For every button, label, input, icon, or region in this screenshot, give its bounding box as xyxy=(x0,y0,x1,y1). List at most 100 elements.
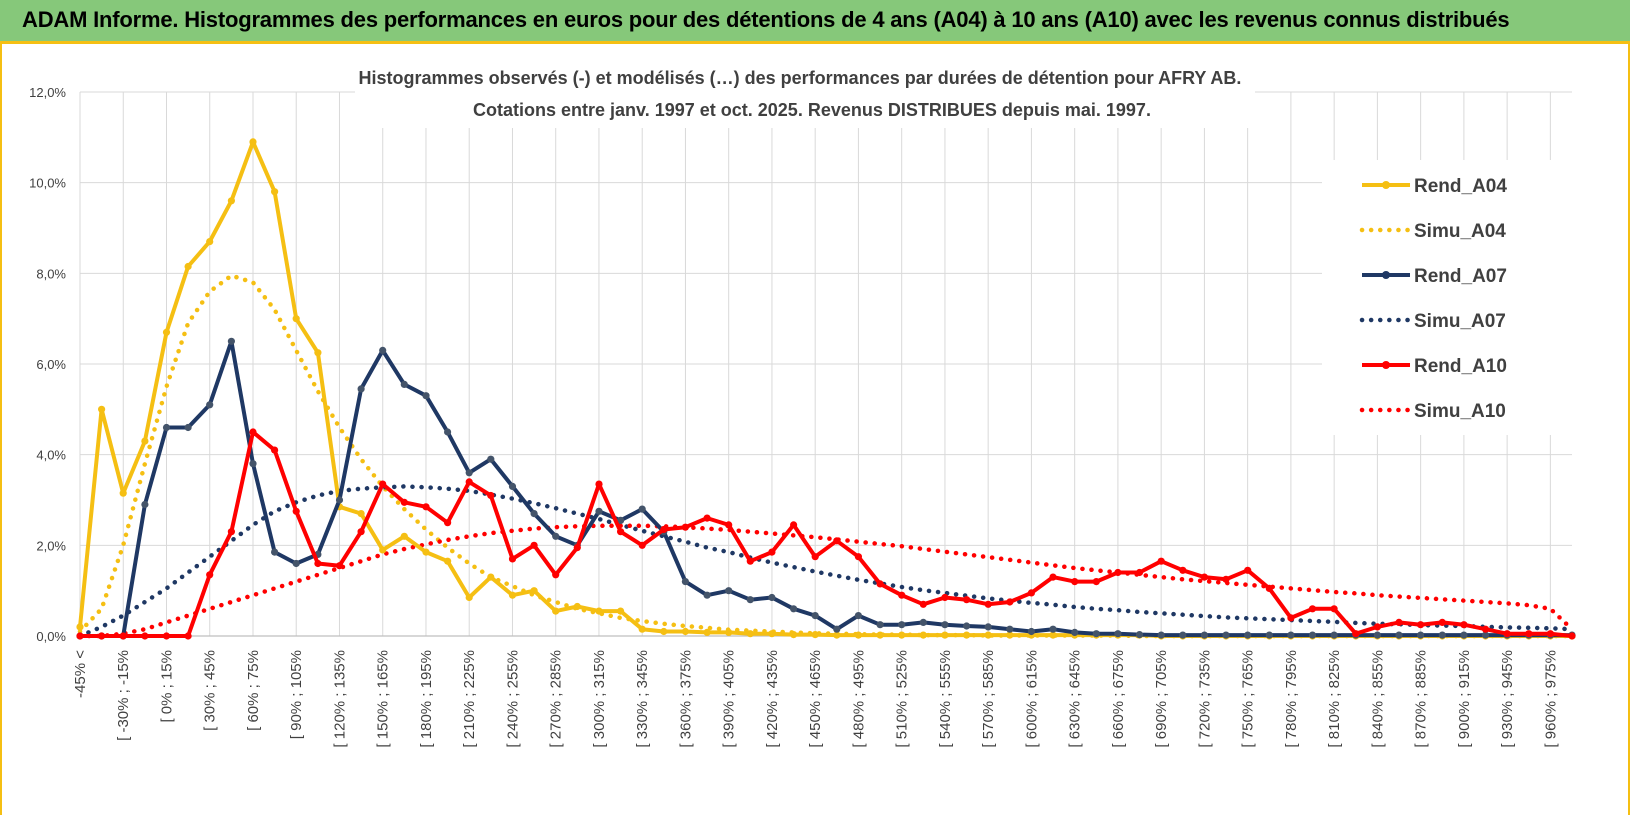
point-rend-a10 xyxy=(790,521,798,529)
point-rend-a07 xyxy=(1265,631,1273,639)
x-tick-label: [ 720% ; 735% xyxy=(1196,650,1213,748)
point-rend-a04 xyxy=(119,489,127,497)
point-rend-a04 xyxy=(184,262,192,271)
y-tick-label: 8,0% xyxy=(36,266,66,281)
point-rend-a07 xyxy=(335,496,344,504)
point-rend-a07 xyxy=(963,622,971,630)
point-rend-a07 xyxy=(854,612,863,620)
legend: Rend_A04 Simu_A04 Rend_A07 Simu_A07 Rend_A10… xyxy=(1359,176,1507,422)
point-rend-a07 xyxy=(595,507,603,515)
point-rend-a07 xyxy=(530,509,538,518)
point-rend-a10 xyxy=(1244,566,1252,574)
point-rend-a04 xyxy=(811,631,819,639)
point-rend-a04 xyxy=(1006,631,1014,639)
x-tick-label: [ 660% ; 675% xyxy=(1110,650,1127,748)
point-rend-a07 xyxy=(876,621,884,629)
series-simu-a10 xyxy=(77,523,1575,639)
x-axis: -45% < [ -30% ; -15% [ 0% ; 15% [ 30% ; 45%… xyxy=(72,650,1559,748)
x-tick-label: [ 570% ; 585% xyxy=(980,650,997,748)
point-rend-a10 xyxy=(898,591,906,599)
point-rend-a10 xyxy=(595,480,603,488)
x-tick-label: [ 0% ; 15% xyxy=(158,650,175,723)
point-rend-a07 xyxy=(162,423,171,432)
point-rend-a10 xyxy=(1222,575,1230,583)
point-rend-a10 xyxy=(98,632,106,640)
point-rend-a07 xyxy=(941,621,949,629)
page-title: ADAM Informe. Histogrammes des performan… xyxy=(22,7,1510,32)
point-rend-a10 xyxy=(1157,557,1165,565)
y-tick-label: 4,0% xyxy=(36,448,66,463)
point-rend-a10 xyxy=(487,491,495,500)
x-tick-label: [ 510% ; 525% xyxy=(894,650,911,748)
legend-label-simu-a04: Simu_A04 xyxy=(1414,221,1506,242)
point-rend-a04 xyxy=(271,188,279,196)
point-rend-a10 xyxy=(314,559,322,568)
point-rend-a07 xyxy=(141,500,149,509)
point-rend-a10 xyxy=(660,525,668,534)
point-rend-a04 xyxy=(422,548,430,556)
point-rend-a07 xyxy=(487,455,495,463)
point-rend-a04 xyxy=(379,546,387,554)
x-tick-label: [ 870% ; 885% xyxy=(1413,650,1430,748)
point-rend-a10 xyxy=(1395,618,1403,627)
x-tick-label: [ 840% ; 855% xyxy=(1369,650,1386,748)
y-tick-label: 0,0% xyxy=(36,629,66,644)
series-rend-a10 xyxy=(80,430,1573,638)
point-rend-a04 xyxy=(76,623,84,631)
x-tick-label: [ 810% ; 825% xyxy=(1326,650,1343,748)
point-rend-a07 xyxy=(1114,630,1122,638)
x-tick-label: [ 480% ; 495% xyxy=(850,650,867,748)
x-tick-label: [ 960% ; 975% xyxy=(1542,650,1559,748)
x-tick-label: [ 240% ; 255% xyxy=(504,650,521,748)
point-rend-a10 xyxy=(1568,632,1576,640)
plot-area xyxy=(76,138,1576,640)
point-rend-a07 xyxy=(508,482,517,490)
legend-label-rend-a10: Rend_A10 xyxy=(1414,356,1507,377)
x-tick-label: [ 600% ; 615% xyxy=(1023,650,1040,748)
point-rend-a04 xyxy=(465,593,473,602)
point-rend-a10 xyxy=(508,555,517,563)
point-rend-a04 xyxy=(292,315,300,323)
chart-subtitle: Cotations entre janv. 1997 et oct. 2025.… xyxy=(473,100,1151,120)
point-rend-a07 xyxy=(1287,631,1295,639)
legend-label-simu-a07: Simu_A07 xyxy=(1414,311,1506,332)
point-rend-a10 xyxy=(1481,625,1490,633)
point-rend-a07 xyxy=(1438,631,1446,639)
point-rend-a04 xyxy=(768,630,776,638)
point-rend-a10 xyxy=(530,541,538,549)
legend-label-rend-a04: Rend_A04 xyxy=(1414,176,1507,197)
title-background xyxy=(355,62,1255,128)
point-rend-a10 xyxy=(1330,605,1338,613)
point-rend-a10 xyxy=(1373,623,1381,631)
point-rend-a10 xyxy=(941,593,949,602)
series-rend-a07 xyxy=(80,339,1572,638)
point-rend-a04 xyxy=(227,197,235,205)
point-rend-a10 xyxy=(746,557,754,565)
point-rend-a10 xyxy=(725,521,733,529)
point-rend-a07 xyxy=(1330,631,1338,639)
point-rend-a10 xyxy=(184,632,192,640)
legend-marker-rend-a04 xyxy=(1382,181,1390,189)
point-rend-a04 xyxy=(638,625,646,633)
point-rend-a07 xyxy=(638,505,646,513)
series-simu-a07 xyxy=(77,484,1575,639)
point-rend-a04 xyxy=(660,627,668,636)
point-rend-a10 xyxy=(119,632,127,640)
legend-background xyxy=(1322,160,1572,435)
x-tick-label: [ 120% ; 135% xyxy=(331,650,348,748)
point-rend-a10 xyxy=(573,544,581,552)
point-rend-a04 xyxy=(530,587,538,595)
point-rend-a07 xyxy=(703,591,711,599)
point-rend-a07 xyxy=(1157,631,1165,639)
point-rend-a10 xyxy=(1287,614,1295,622)
point-rend-a04 xyxy=(162,328,171,336)
point-rend-a10 xyxy=(357,528,365,536)
point-rend-a04 xyxy=(725,628,733,637)
x-tick-label: [ 270% ; 285% xyxy=(548,650,565,748)
point-rend-a07 xyxy=(184,423,192,432)
point-rend-a04 xyxy=(898,631,906,639)
point-rend-a04 xyxy=(357,509,365,518)
x-tick-label: [ 540% ; 555% xyxy=(937,650,954,748)
point-rend-a07 xyxy=(1308,631,1317,639)
